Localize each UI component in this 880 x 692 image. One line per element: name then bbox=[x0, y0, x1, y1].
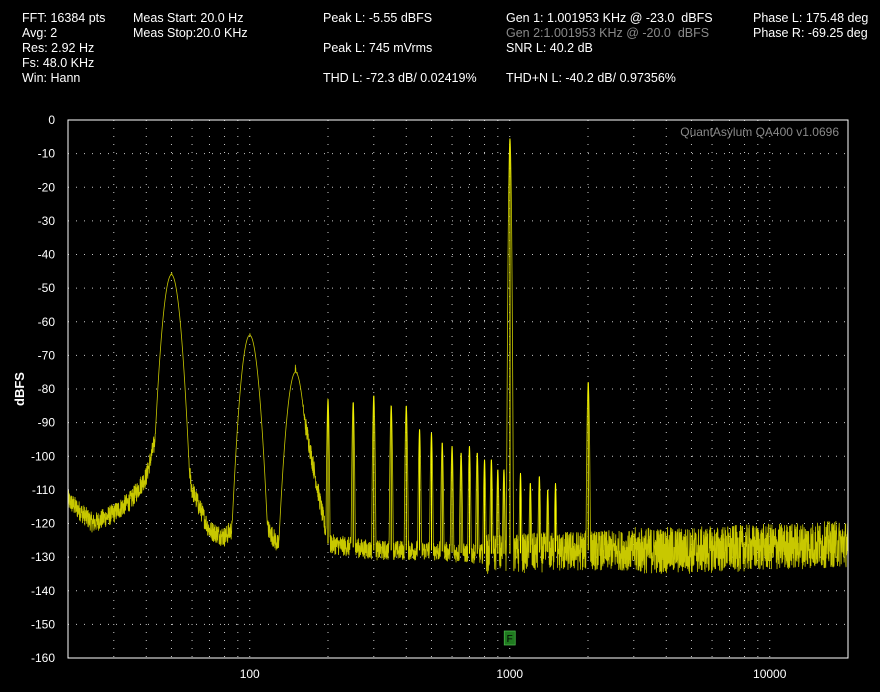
meas-stop-readout: Meas Stop:20.0 KHz bbox=[133, 26, 248, 40]
resolution-readout: Res: 2.92 Hz bbox=[22, 41, 95, 55]
thdn-readout: THD+N L: -40.2 dB/ 0.97356% bbox=[506, 71, 676, 85]
y-axis-label: dBFS bbox=[12, 372, 27, 406]
y-tick-label: -120 bbox=[31, 517, 55, 531]
gen2-readout: Gen 2:1.001953 KHz @ -20.0 dBFS bbox=[506, 26, 710, 40]
phase-left-readout: Phase L: 175.48 deg bbox=[753, 11, 869, 25]
gen1-readout: Gen 1: 1.001953 KHz @ -23.0 dBFS bbox=[506, 11, 713, 25]
x-tick-label: 1000 bbox=[496, 667, 523, 681]
sample-rate-readout: Fs: 48.0 KHz bbox=[22, 56, 95, 70]
y-tick-labels: 0 -10 -20 -30 -40 -50 -60 -70 -80 -90 -100 -110 -120… bbox=[31, 113, 55, 665]
trace-layer bbox=[67, 138, 849, 574]
y-tick-label: -160 bbox=[31, 651, 55, 665]
fft-points-readout: FFT: 16384 pts bbox=[22, 11, 106, 25]
y-tick-label: -20 bbox=[38, 180, 56, 194]
y-tick-label: -150 bbox=[31, 617, 55, 631]
y-tick-label: -60 bbox=[38, 315, 56, 329]
x-tick-label: 10000 bbox=[753, 667, 787, 681]
peak-mvrms-readout: Peak L: 745 mVrms bbox=[323, 41, 433, 55]
spectrum-trace bbox=[67, 138, 849, 574]
window-readout: Win: Hann bbox=[22, 71, 81, 85]
y-tick-label: -90 bbox=[38, 416, 56, 430]
y-tick-label: -80 bbox=[38, 382, 56, 396]
marker-label: F bbox=[507, 634, 513, 645]
thd-readout: THD L: -72.3 dB/ 0.02419% bbox=[323, 71, 477, 85]
y-tick-label: -100 bbox=[31, 449, 55, 463]
grid-layer bbox=[68, 120, 848, 658]
marker-box bbox=[503, 630, 516, 646]
x-tick-labels: 100 1000 10000 bbox=[240, 667, 787, 681]
peak-dbfs-readout: Peak L: -5.55 dBFS bbox=[323, 11, 433, 25]
meas-start-readout: Meas Start: 20.0 Hz bbox=[133, 11, 244, 25]
y-tick-label: -110 bbox=[32, 483, 55, 497]
plot-frame bbox=[67, 119, 849, 659]
y-tick-label: 0 bbox=[48, 113, 55, 127]
y-tick-label: -30 bbox=[38, 214, 56, 228]
y-tick-label: -10 bbox=[38, 147, 56, 161]
y-tick-label: -50 bbox=[38, 281, 56, 295]
phase-right-readout: Phase R: -69.25 deg bbox=[753, 26, 868, 40]
averages-readout: Avg: 2 bbox=[22, 26, 58, 40]
y-tick-label: -130 bbox=[31, 550, 55, 564]
frequency-marker[interactable]: F bbox=[503, 630, 516, 646]
y-tick-label: -70 bbox=[38, 348, 56, 362]
watermark-text: QuantAsylum QA400 v1.0696 bbox=[680, 125, 839, 139]
x-tick-label: 100 bbox=[240, 667, 260, 681]
y-tick-label: -40 bbox=[38, 248, 56, 262]
y-tick-label: -140 bbox=[31, 584, 55, 598]
snr-readout: SNR L: 40.2 dB bbox=[506, 41, 593, 55]
